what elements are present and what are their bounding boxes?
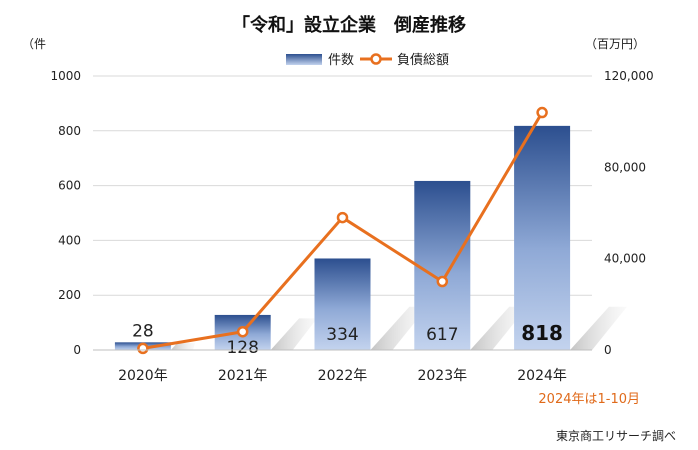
bar-data-label: 28 xyxy=(132,321,154,341)
x-tick-label: 2020年 xyxy=(118,368,168,384)
line-point xyxy=(436,275,449,288)
bar-shadow xyxy=(370,306,428,350)
bar-data-label: 334 xyxy=(326,325,358,345)
bar xyxy=(414,180,471,350)
bar-data-label: 128 xyxy=(226,338,258,358)
legend-line-marker xyxy=(370,53,382,65)
x-tick-label: 2022年 xyxy=(318,368,368,384)
line-point xyxy=(536,106,548,119)
line-point xyxy=(137,342,149,355)
legend-bar-label: 件数 xyxy=(328,53,354,68)
left-tick-label: 1000 xyxy=(50,69,81,83)
bar-data-label: 818 xyxy=(521,321,563,345)
x-tick-label: 2024年 xyxy=(517,368,567,384)
right-axis-unit: （百万円） xyxy=(585,37,645,51)
chart-title: 「令和」設立企業 倒産推移 xyxy=(232,14,466,36)
legend: 件数 負債総額 xyxy=(286,53,449,68)
bar xyxy=(514,125,571,350)
bar-shadow xyxy=(470,306,528,350)
right-tick-label: 80,000 xyxy=(604,160,646,174)
right-tick-label: 120,000 xyxy=(604,69,654,83)
x-tick-label: 2021年 xyxy=(218,368,268,384)
source-note: 東京商工リサーチ調べ xyxy=(556,428,676,443)
left-tick-label: 600 xyxy=(58,179,81,193)
right-tick-label: 40,000 xyxy=(604,252,646,266)
bar-data-label: 617 xyxy=(426,325,458,345)
left-tick-label: 400 xyxy=(58,233,81,247)
period-note: 2024年は1-10月 xyxy=(538,392,640,407)
bar-shadow xyxy=(270,318,318,350)
legend-line-label: 負債総額 xyxy=(397,53,449,68)
bar-shadow xyxy=(570,306,627,350)
left-tick-label: 200 xyxy=(58,288,81,302)
bar-shadow xyxy=(170,343,196,350)
left-tick-label: 0 xyxy=(73,343,81,357)
line-point xyxy=(236,325,249,338)
right-tick-label: 0 xyxy=(604,343,612,357)
line-point xyxy=(336,211,349,224)
legend-bar-swatch xyxy=(286,54,322,65)
x-tick-label: 2023年 xyxy=(417,368,467,384)
left-axis-unit: （件 xyxy=(22,37,46,51)
bar xyxy=(314,258,371,350)
left-tick-label: 800 xyxy=(58,124,81,138)
